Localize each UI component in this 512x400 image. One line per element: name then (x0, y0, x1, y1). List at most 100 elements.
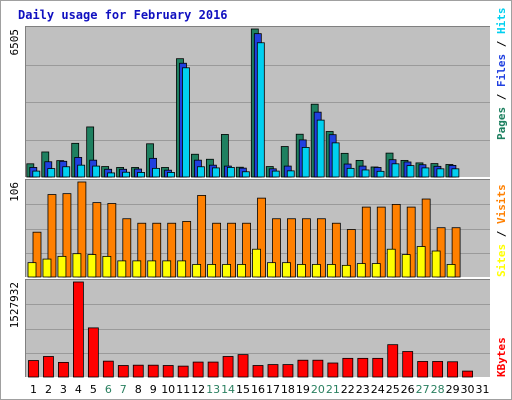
bar (301, 147, 310, 178)
bar (431, 250, 441, 278)
bar (212, 222, 222, 278)
bar (267, 364, 279, 378)
bar (167, 172, 175, 178)
bar (107, 203, 117, 278)
bar (402, 351, 414, 378)
day-label: 10 (161, 383, 175, 396)
legend-entry: Visits (495, 184, 508, 224)
panel-kbytes: 1527932 (8, 279, 491, 378)
chart-title: Daily usage for February 2016 (18, 8, 228, 22)
legend-entry: KBytes (495, 337, 508, 377)
bar (32, 231, 42, 278)
bar (152, 167, 160, 178)
bar (252, 365, 264, 378)
bar (391, 204, 401, 278)
bar (312, 359, 324, 378)
bar (386, 248, 396, 278)
bar (58, 361, 69, 378)
bar (62, 193, 72, 278)
bar (331, 142, 340, 178)
bar (327, 362, 339, 378)
series-hits (32, 42, 460, 178)
day-label: 16 (251, 383, 265, 396)
panel-visits-sites: 106 (8, 179, 491, 278)
bar (416, 246, 426, 278)
bar (346, 167, 355, 178)
bar (167, 222, 177, 278)
day-label: 6 (105, 383, 112, 396)
bar (287, 218, 296, 278)
legend-kbytes: KBytes (495, 337, 508, 377)
bar (252, 248, 261, 278)
bar (302, 218, 311, 278)
bar (197, 195, 207, 278)
bar (257, 197, 266, 278)
bar (207, 264, 217, 278)
bar (27, 262, 37, 278)
bar (316, 218, 326, 278)
bar (117, 365, 129, 378)
bar (147, 260, 157, 278)
bar (286, 170, 295, 178)
day-label: 22 (341, 383, 355, 396)
bar (241, 171, 250, 178)
series-kbytes (28, 281, 473, 378)
day-label: 3 (60, 383, 67, 396)
bar (117, 260, 127, 278)
day-label: 25 (386, 383, 400, 396)
bar (406, 165, 415, 178)
bar (92, 202, 102, 278)
side-legends: Pages / Files / Hits Sites / Visits KBytes (495, 8, 508, 378)
day-label: 17 (266, 383, 280, 396)
bar (28, 360, 39, 378)
day-label: 1 (30, 383, 37, 396)
bar (361, 169, 370, 178)
bar (177, 260, 187, 278)
legend-entry: Hits (495, 8, 508, 35)
day-label: 13 (206, 383, 220, 396)
bar (77, 164, 86, 178)
day-label: 30 (461, 383, 475, 396)
bar (207, 361, 219, 378)
bar (326, 264, 336, 278)
bar (357, 357, 369, 378)
bar (331, 222, 341, 278)
bar (162, 260, 172, 278)
bar (282, 364, 294, 378)
bar (72, 253, 82, 278)
bar (316, 119, 325, 178)
bar (417, 361, 429, 378)
y-max-label: 106 (8, 182, 21, 202)
bar (162, 365, 174, 378)
bar (271, 170, 280, 178)
bar (451, 227, 461, 278)
legend-hits-files-pages: Pages / Files / Hits (495, 8, 508, 141)
chart-panels: 6505 106 1527932 (8, 26, 491, 378)
bar (342, 357, 354, 378)
bar (192, 264, 202, 278)
bar (122, 171, 131, 178)
bar (102, 255, 112, 278)
bar (446, 264, 456, 278)
bar (371, 263, 381, 278)
day-label: 21 (326, 383, 340, 396)
bar (447, 361, 458, 378)
bar (297, 359, 309, 378)
day-label: 14 (221, 383, 235, 396)
day-label: 19 (296, 383, 310, 396)
day-label: 31 (476, 383, 490, 396)
bar (311, 264, 321, 278)
day-label: 5 (90, 383, 97, 396)
day-label: 28 (431, 383, 445, 396)
bar (222, 356, 234, 378)
day-axis-labels: 1 2 3 4 5 6 7 8 9 10 11 12 13 14 15 16 17 18 19 20 21 22 23 24 2… (30, 383, 490, 396)
bar (147, 364, 159, 378)
day-label: 26 (401, 383, 415, 396)
bar (272, 218, 281, 278)
day-label: 29 (446, 383, 460, 396)
bar (107, 172, 116, 178)
legend-entry: Pages (495, 107, 508, 140)
series-sites (27, 246, 456, 278)
bar (297, 264, 306, 278)
